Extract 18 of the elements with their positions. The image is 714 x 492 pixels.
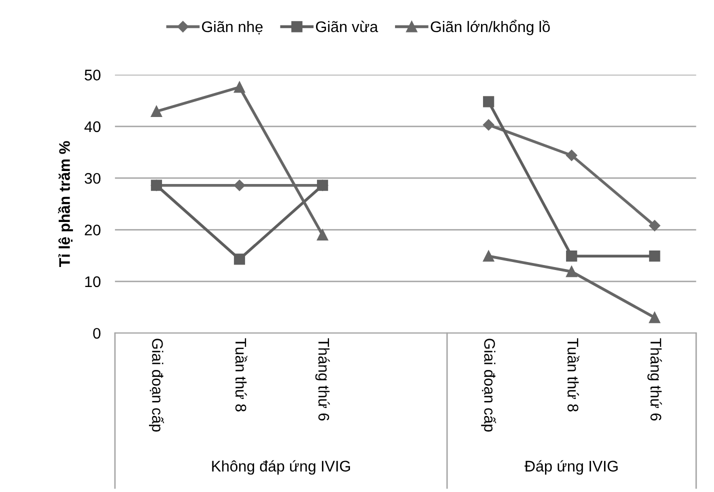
legend-label: Giãn vừa (316, 20, 378, 32)
text: Đáp ứng IVIG (524, 460, 618, 475)
y-tick-label: 10 (85, 276, 100, 288)
y-tick-label: 20 (84, 224, 100, 236)
x-tick-label: Giai đoạn cấp (149, 338, 164, 432)
x-tick-label: Giai đoạn cấp (481, 338, 496, 432)
y-axis-title: Tỉ lệ phần trăm % (58, 141, 73, 268)
text: Không đáp ứng IVIG (212, 460, 350, 475)
x-tick-label: Tháng thứ 6 (315, 338, 330, 421)
y-tick-label: 40 (84, 121, 100, 132)
legend-label: Giãn lớn/khổng lồ (430, 20, 550, 36)
y-tick-label: 0 (93, 328, 100, 339)
y-tick-label: 30 (84, 172, 100, 184)
x-tick-label: Tháng thứ 6 (647, 338, 662, 421)
y-tick-label: 50 (84, 70, 100, 80)
x-tick-label: Tuần thứ 8 (568, 338, 580, 412)
x-tick-label: Tuần thứ 8 (235, 338, 248, 412)
legend-label: Giãn nhẹ (202, 20, 263, 34)
